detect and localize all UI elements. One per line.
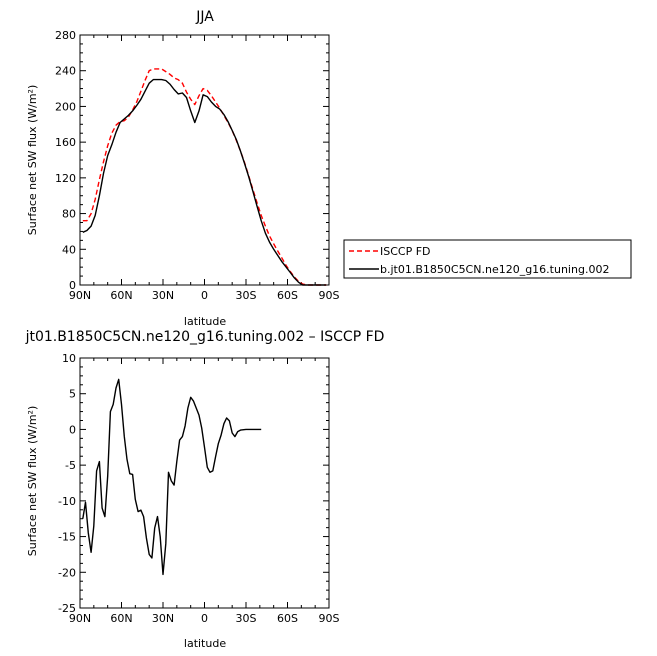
y-tick-label: -20 (58, 566, 76, 579)
x-tick-label: 60N (110, 612, 132, 625)
y-tick-label: 10 (62, 352, 76, 365)
y-tick-label: 5 (69, 388, 76, 401)
bottom-panel: jt01.B1850C5CN.ne120_g16.tuning.002 – IS… (25, 329, 385, 650)
y-tick-label: -10 (58, 495, 76, 508)
bottom-title: jt01.B1850C5CN.ne120_g16.tuning.002 – IS… (25, 329, 385, 345)
y-tick-label: 240 (55, 65, 76, 78)
legend-box (343, 239, 632, 279)
x-tick-label: 90S (319, 612, 340, 625)
y-tick-label: -15 (58, 531, 76, 544)
bottom-axes: -25 -20 -15 -10 -5 0 5 10 90N 60N 30N 0 30S 60S 90S (58, 352, 339, 625)
x-tick-label: 0 (201, 612, 208, 625)
bottom-ylabel: Surface net SW flux (W/m²) (26, 406, 39, 557)
x-tick-label: 30N (152, 289, 174, 302)
x-tick-label: 90N (69, 289, 91, 302)
top-title: JJA (195, 9, 214, 25)
series-line-0 (82, 378, 262, 576)
x-tick-label: 60S (277, 289, 298, 302)
y-tick-label: 80 (62, 208, 76, 221)
legend: ISCCP FD b.jt01.B1850C5CN.ne120_g16.tuni… (343, 239, 632, 279)
x-tick-label: 30S (236, 289, 257, 302)
top-ylabel: Surface net SW flux (W/m²) (26, 85, 39, 236)
y-tick-label: 0 (69, 423, 76, 436)
y-tick-label: 160 (55, 136, 76, 149)
y-tick-label: 0 (69, 279, 76, 292)
top-axes: 0 40 80 120 160 200 240 280 90N 60N 30N 0 30S 60S 90S (55, 29, 340, 302)
x-tick-label: 30S (236, 612, 257, 625)
x-tick-label: 0 (201, 289, 208, 302)
legend-label-model: b.jt01.B1850C5CN.ne120_g16.tuning.002 (380, 263, 609, 276)
y-tick-label: 280 (55, 29, 76, 42)
x-tick-label: 60N (110, 289, 132, 302)
top-xlabel: latitude (184, 315, 226, 328)
top-panel: JJA 0 40 80 120 160 200 240 280 90N 60N 30N 0 30S 60S… (26, 9, 632, 328)
bottom-xlabel: latitude (184, 637, 226, 650)
y-tick-label: -5 (65, 459, 76, 472)
series-line-0 (82, 68, 327, 286)
x-tick-label: 90N (69, 612, 91, 625)
x-tick-label: 90S (319, 289, 340, 302)
plot-frame (79, 34, 330, 286)
series-line-1 (82, 78, 327, 286)
y-tick-label: 200 (55, 100, 76, 113)
x-tick-label: 30N (152, 612, 174, 625)
legend-label-isccp: ISCCP FD (380, 245, 431, 258)
x-tick-label: 60S (277, 612, 298, 625)
y-tick-label: -25 (58, 602, 76, 615)
y-tick-label: 120 (55, 172, 76, 185)
plot-frame (79, 357, 330, 609)
y-tick-label: 40 (62, 243, 76, 256)
